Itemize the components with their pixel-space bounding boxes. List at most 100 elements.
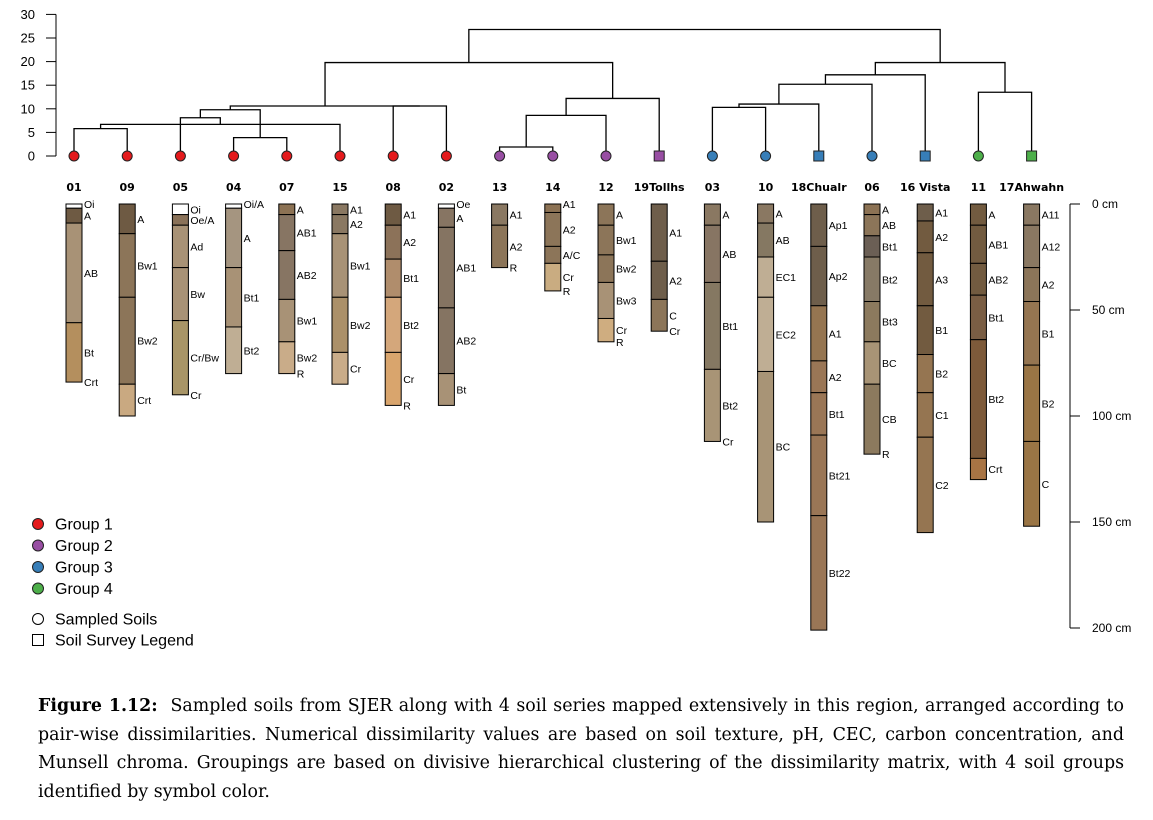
- depth-tick-label: 100 cm: [1092, 409, 1131, 423]
- horizon-label: A1: [935, 207, 948, 219]
- dendrogram-link: [468, 28, 941, 63]
- profile-id: 07: [279, 181, 294, 194]
- horizon-label: Bt1: [882, 241, 898, 253]
- dendrogram-link: [874, 61, 1006, 93]
- horizon: [969, 339, 987, 459]
- soil-survey-marker: [919, 150, 931, 162]
- horizon-label: AB: [882, 220, 896, 232]
- horizon: [384, 224, 402, 260]
- horizon: [118, 203, 136, 235]
- horizon: [171, 320, 189, 396]
- horizon-label: Bt2: [988, 394, 1004, 406]
- horizon-label: A1: [829, 328, 842, 340]
- horizon: [331, 233, 349, 298]
- horizon: [916, 305, 934, 356]
- soil-profile: 03 A AB Bt1 Bt2 Cr: [703, 181, 738, 448]
- horizon: [969, 457, 987, 481]
- legend-group-label: Group 1: [55, 517, 113, 534]
- horizon-label: A2: [829, 372, 842, 384]
- profile-id: 05: [173, 181, 188, 194]
- profile-id: 02: [439, 181, 454, 194]
- horizon-label: AB: [776, 235, 790, 247]
- horizon: [916, 354, 934, 394]
- horizon-label: Cr: [669, 326, 681, 338]
- horizon: [225, 207, 243, 269]
- horizon: [544, 211, 562, 247]
- soil-profile: 19Tollhs A1 A2 C Cr: [634, 181, 685, 338]
- horizon-label: AB: [84, 268, 98, 280]
- horizon-label: A3: [935, 274, 948, 286]
- sampled-soil-marker: [281, 150, 293, 162]
- depth-tick-label: 50 cm: [1092, 303, 1125, 317]
- dendrogram-links: [73, 28, 1033, 156]
- profile-id: 09: [120, 181, 135, 194]
- horizon-label: A2: [935, 232, 948, 244]
- horizon-label: Bw2: [297, 353, 318, 365]
- horizon-label: A12: [1042, 241, 1061, 253]
- horizon-label: A: [988, 210, 995, 222]
- legend-group-label: Group 3: [55, 560, 113, 577]
- horizon: [757, 256, 775, 298]
- sampled-soil-marker: [547, 150, 559, 162]
- horizon-label: A: [84, 211, 91, 223]
- horizon-label: Oe/A: [190, 215, 214, 227]
- horizon-label: Oe: [456, 199, 470, 211]
- horizon-label: Cr: [616, 325, 628, 337]
- horizon-label: Bw1: [297, 316, 318, 328]
- horizon-label: R: [510, 263, 518, 275]
- horizon-label: A: [722, 210, 729, 222]
- horizon-label: C: [669, 310, 677, 322]
- dendrogram-link: [824, 74, 926, 156]
- legend-circle-marker: [32, 613, 44, 625]
- soil-profile: 08 A1 A2 Bt1 Bt2 Cr R: [384, 181, 419, 412]
- horizon-label: A: [882, 204, 889, 216]
- horizon: [491, 224, 509, 269]
- horizon: [331, 351, 349, 385]
- horizon: [544, 245, 562, 264]
- horizon-label: Crt: [988, 464, 1002, 476]
- horizon: [225, 326, 243, 375]
- horizon-label: B1: [935, 325, 948, 337]
- dendrogram-link: [711, 106, 767, 156]
- horizon: [1023, 203, 1041, 226]
- horizon-label: B1: [1042, 328, 1055, 340]
- horizon: [225, 267, 243, 328]
- horizon-label: R: [403, 400, 411, 412]
- horizon-label: Cr/Bw: [190, 353, 219, 365]
- horizon-label: Bt2: [882, 274, 898, 286]
- horizon: [65, 322, 83, 383]
- profile-id: 06: [864, 181, 880, 194]
- horizon: [863, 214, 881, 237]
- horizon-label: A1: [669, 228, 682, 240]
- dendrogram-link: [179, 117, 221, 156]
- horizon-label: Bw3: [616, 295, 637, 307]
- horizon-label: AB2: [988, 274, 1008, 286]
- horizon-label: Cr: [722, 436, 734, 448]
- horizon-label: R: [563, 286, 571, 298]
- profile-id: 15: [332, 181, 347, 194]
- horizon: [650, 203, 668, 262]
- horizon-label: A: [297, 204, 304, 216]
- horizon: [650, 260, 668, 300]
- sampled-soil-marker: [866, 150, 878, 162]
- legend-group-marker: [32, 539, 44, 552]
- horizon: [969, 262, 987, 296]
- profile-id: 08: [386, 181, 401, 194]
- legend-group-label: Group 4: [55, 581, 113, 598]
- horizon: [863, 341, 881, 385]
- horizon: [171, 267, 189, 322]
- horizon: [1023, 224, 1041, 269]
- horizon: [331, 203, 349, 216]
- horizon-label: Bw1: [616, 235, 637, 247]
- soil-profile: 09 A Bw1 Bw2 Crt: [118, 181, 158, 417]
- legend: Group 1 Group 2 Group 3 Group 4 Sampled Soil…: [32, 517, 194, 650]
- horizon: [65, 222, 83, 324]
- profile-id: 10: [758, 181, 774, 194]
- horizon-label: EC1: [776, 272, 797, 284]
- horizon: [384, 296, 402, 353]
- dissimilarity-axis: 0 5 10 15 20 25 30: [21, 7, 57, 164]
- horizon-label: Cr: [563, 272, 575, 284]
- soil-survey-marker: [653, 150, 665, 162]
- horizon: [384, 258, 402, 298]
